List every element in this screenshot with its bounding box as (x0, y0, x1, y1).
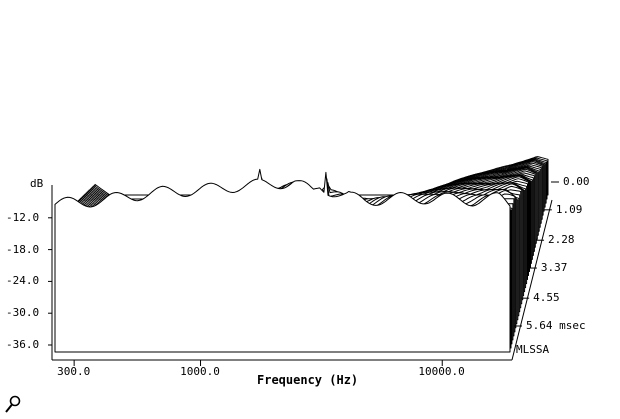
x-tick-label: 1000.0 (180, 365, 220, 378)
z-tick-label: 1.09 (555, 202, 583, 216)
watermark-mlssa: MLSSA (516, 343, 550, 356)
y-tick-label: -12.0 (6, 210, 40, 224)
waterfall-slices (54, 156, 549, 353)
x-tick-label: 300.0 (57, 365, 91, 378)
x-tick-label: 10000.0 (418, 365, 465, 378)
y-tick-label: -24.0 (6, 274, 40, 288)
z-tick-label: 0.00 (563, 175, 590, 188)
time-axis-line (511, 199, 553, 361)
z-tick-label: 4.55 (533, 291, 560, 305)
y-tick-label: -36.0 (6, 338, 40, 351)
waterfall-slice (54, 168, 511, 353)
axes (48, 181, 559, 366)
y-tick-label: -18.0 (6, 242, 40, 256)
x-axis-label: Frequency (Hz) (257, 373, 359, 387)
z-tick-label: 2.28 (548, 233, 575, 247)
z-tick-label: 3.37 (540, 261, 568, 275)
y-tick-label: -30.0 (6, 306, 40, 320)
y-axis-label: dB (30, 177, 44, 190)
zoom-icon[interactable] (4, 395, 22, 415)
z-tick-label: 5.64 msec (526, 319, 586, 332)
